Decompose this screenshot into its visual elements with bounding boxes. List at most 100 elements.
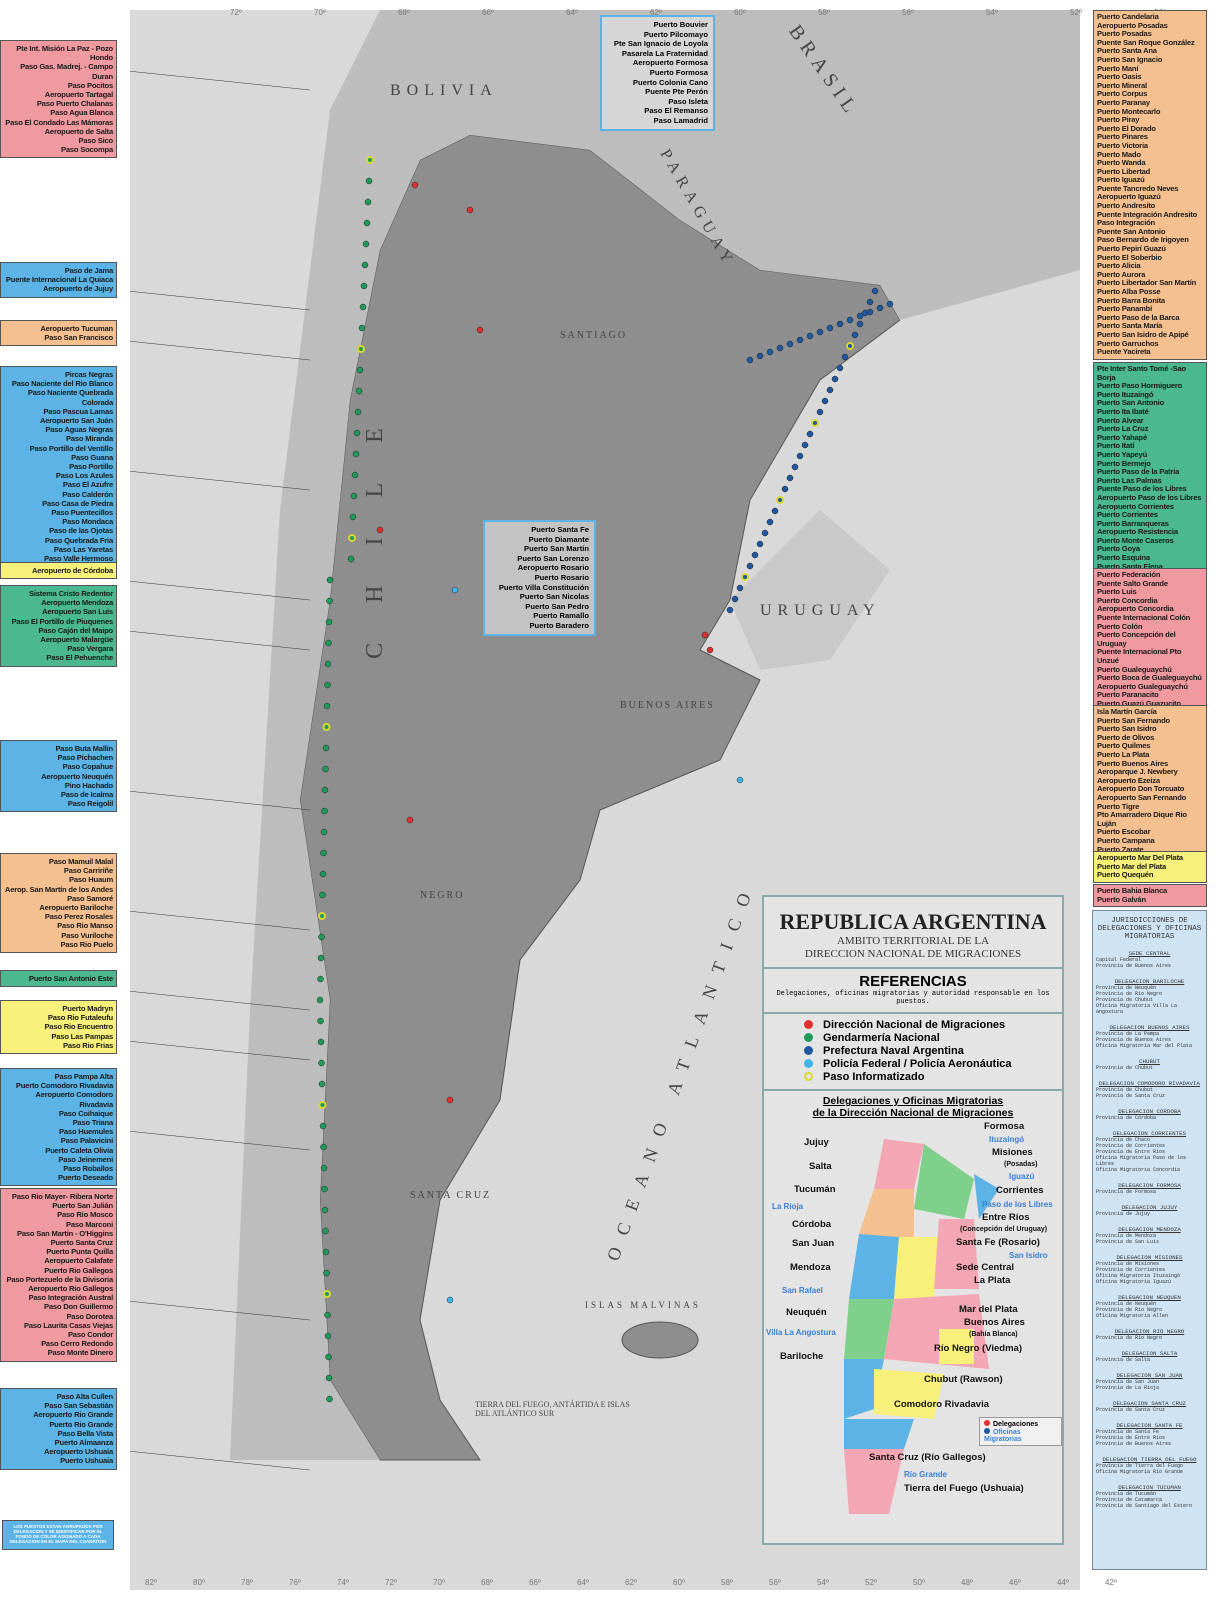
post-marker[interactable] (325, 1353, 332, 1361)
post-marker[interactable] (451, 586, 459, 594)
post-marker[interactable] (836, 320, 844, 328)
post-marker[interactable] (325, 618, 333, 626)
post-marker[interactable] (319, 1122, 327, 1130)
post-marker[interactable] (361, 261, 369, 269)
post-marker[interactable] (317, 954, 325, 962)
post-marker[interactable] (796, 452, 804, 460)
post-marker[interactable] (349, 513, 357, 521)
post-marker[interactable] (466, 206, 474, 214)
post-marker[interactable] (846, 316, 854, 324)
post-marker[interactable] (324, 660, 332, 668)
post-marker[interactable] (321, 807, 328, 815)
post-marker[interactable] (322, 1227, 329, 1235)
post-marker[interactable] (350, 492, 358, 500)
post-marker[interactable] (355, 387, 363, 395)
post-marker[interactable] (826, 324, 834, 332)
post-marker[interactable] (363, 219, 371, 227)
post-marker[interactable] (317, 975, 324, 983)
post-marker[interactable] (364, 198, 372, 206)
post-marker[interactable] (796, 336, 804, 344)
post-marker[interactable] (446, 1296, 454, 1304)
post-marker[interactable] (786, 474, 794, 482)
post-marker[interactable] (746, 562, 754, 570)
post-marker[interactable] (376, 526, 384, 534)
post-marker[interactable] (816, 328, 824, 336)
post-marker[interactable] (836, 364, 844, 372)
post-marker[interactable] (871, 287, 879, 295)
post-marker[interactable] (319, 870, 327, 878)
post-marker[interactable] (781, 485, 789, 493)
post-marker[interactable] (321, 786, 329, 794)
post-marker[interactable] (756, 540, 764, 548)
post-marker[interactable] (325, 1374, 333, 1382)
post-marker[interactable] (326, 576, 334, 584)
post-marker[interactable] (324, 1332, 332, 1340)
post-marker[interactable] (318, 1059, 325, 1067)
post-marker[interactable] (354, 408, 362, 416)
post-marker[interactable] (323, 1269, 330, 1277)
post-marker[interactable] (806, 430, 814, 438)
post-marker[interactable] (406, 816, 414, 824)
post-marker[interactable] (411, 181, 419, 189)
post-marker[interactable] (841, 353, 849, 361)
post-marker[interactable] (362, 240, 370, 248)
post-marker[interactable] (318, 1101, 327, 1109)
post-marker[interactable] (866, 298, 874, 306)
post-marker[interactable] (321, 1206, 329, 1214)
post-marker[interactable] (776, 344, 784, 352)
post-marker[interactable] (320, 828, 328, 836)
map-area[interactable]: BOLIVIA PARAGUAY BRASIL URUGUAY CHILE OC… (130, 8, 1166, 1590)
post-marker[interactable] (358, 324, 366, 332)
post-marker[interactable] (316, 996, 324, 1004)
post-marker[interactable] (806, 332, 814, 340)
post-marker[interactable] (476, 326, 484, 334)
post-marker[interactable] (360, 282, 368, 290)
post-marker[interactable] (352, 450, 360, 458)
post-marker[interactable] (318, 912, 326, 920)
post-marker[interactable] (318, 933, 325, 941)
post-marker[interactable] (322, 744, 330, 752)
post-marker[interactable] (846, 342, 854, 350)
post-marker[interactable] (323, 702, 331, 710)
post-marker[interactable] (726, 606, 734, 614)
post-marker[interactable] (851, 331, 859, 339)
post-marker[interactable] (736, 776, 744, 784)
post-marker[interactable] (325, 639, 332, 647)
post-marker[interactable] (322, 723, 331, 731)
post-marker[interactable] (706, 646, 714, 654)
post-marker[interactable] (324, 681, 331, 689)
post-marker[interactable] (876, 304, 884, 312)
post-marker[interactable] (766, 518, 774, 526)
post-marker[interactable] (856, 320, 864, 328)
post-marker[interactable] (348, 534, 356, 542)
post-marker[interactable] (319, 891, 326, 899)
post-marker[interactable] (347, 555, 355, 563)
post-marker[interactable] (321, 1185, 328, 1193)
post-marker[interactable] (766, 348, 774, 356)
post-marker[interactable] (322, 765, 329, 773)
post-marker[interactable] (359, 303, 367, 311)
post-marker[interactable] (746, 356, 754, 364)
post-marker[interactable] (816, 408, 824, 416)
post-marker[interactable] (326, 1395, 333, 1403)
post-marker[interactable] (736, 584, 744, 592)
post-marker[interactable] (886, 300, 894, 308)
post-marker[interactable] (320, 1164, 328, 1172)
post-marker[interactable] (322, 1248, 330, 1256)
post-marker[interactable] (320, 1143, 327, 1151)
post-marker[interactable] (701, 631, 709, 639)
post-marker[interactable] (317, 1038, 325, 1046)
post-marker[interactable] (741, 573, 749, 581)
post-marker[interactable] (326, 597, 333, 605)
post-marker[interactable] (356, 366, 364, 374)
post-marker[interactable] (811, 419, 819, 427)
post-marker[interactable] (771, 507, 779, 515)
post-marker[interactable] (357, 345, 365, 353)
post-marker[interactable] (365, 177, 373, 185)
post-marker[interactable] (761, 529, 769, 537)
post-marker[interactable] (866, 308, 874, 316)
post-marker[interactable] (821, 397, 829, 405)
post-marker[interactable] (366, 156, 374, 164)
post-marker[interactable] (318, 1080, 326, 1088)
post-marker[interactable] (324, 1311, 331, 1319)
